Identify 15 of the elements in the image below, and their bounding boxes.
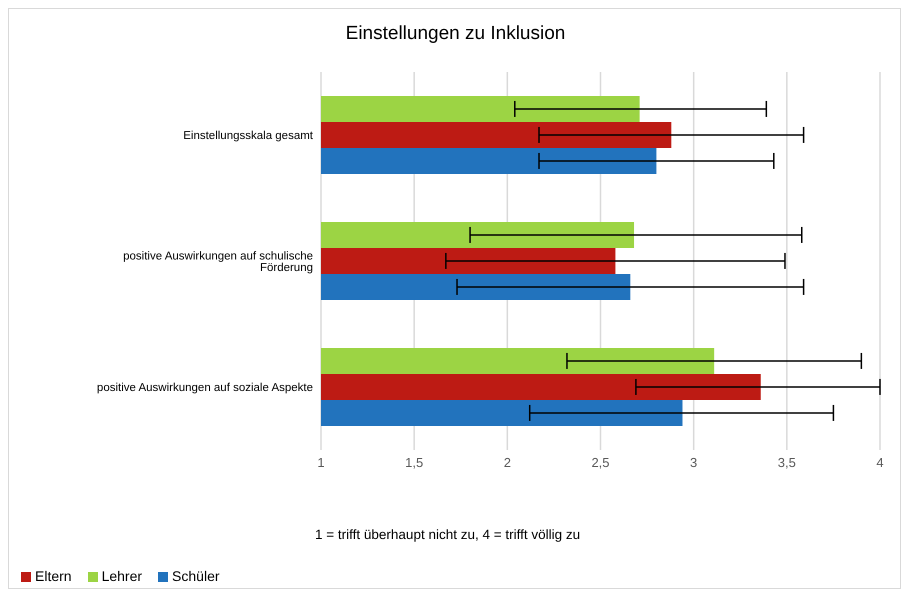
x-tick-label: 1,5 [405,455,424,470]
y-tick-label: Einstellungsskala gesamt [183,130,314,142]
legend-label: Lehrer [102,568,142,584]
y-tick-label: positive Auswirkungen auf schulische Förderung [123,250,313,274]
x-axis-title: 1 = trifft überhaupt nicht zu, 4 = trifft völlig zu [315,527,580,542]
legend-label: Eltern [35,568,72,584]
x-tick-label: 1 [317,455,325,470]
x-tick-label: 4 [876,455,884,470]
chart-title: Einstellungen zu Inklusion [344,23,566,45]
legend-label: Schüler [172,568,220,584]
x-tick-label: 2,5 [591,455,610,470]
x-tick-label: 2 [504,455,511,470]
x-tick-label: 3 [690,455,698,470]
x-tick-label: 3,5 [778,455,796,470]
y-tick-label: positive Auswirkungen auf soziale Aspekte [96,382,313,394]
